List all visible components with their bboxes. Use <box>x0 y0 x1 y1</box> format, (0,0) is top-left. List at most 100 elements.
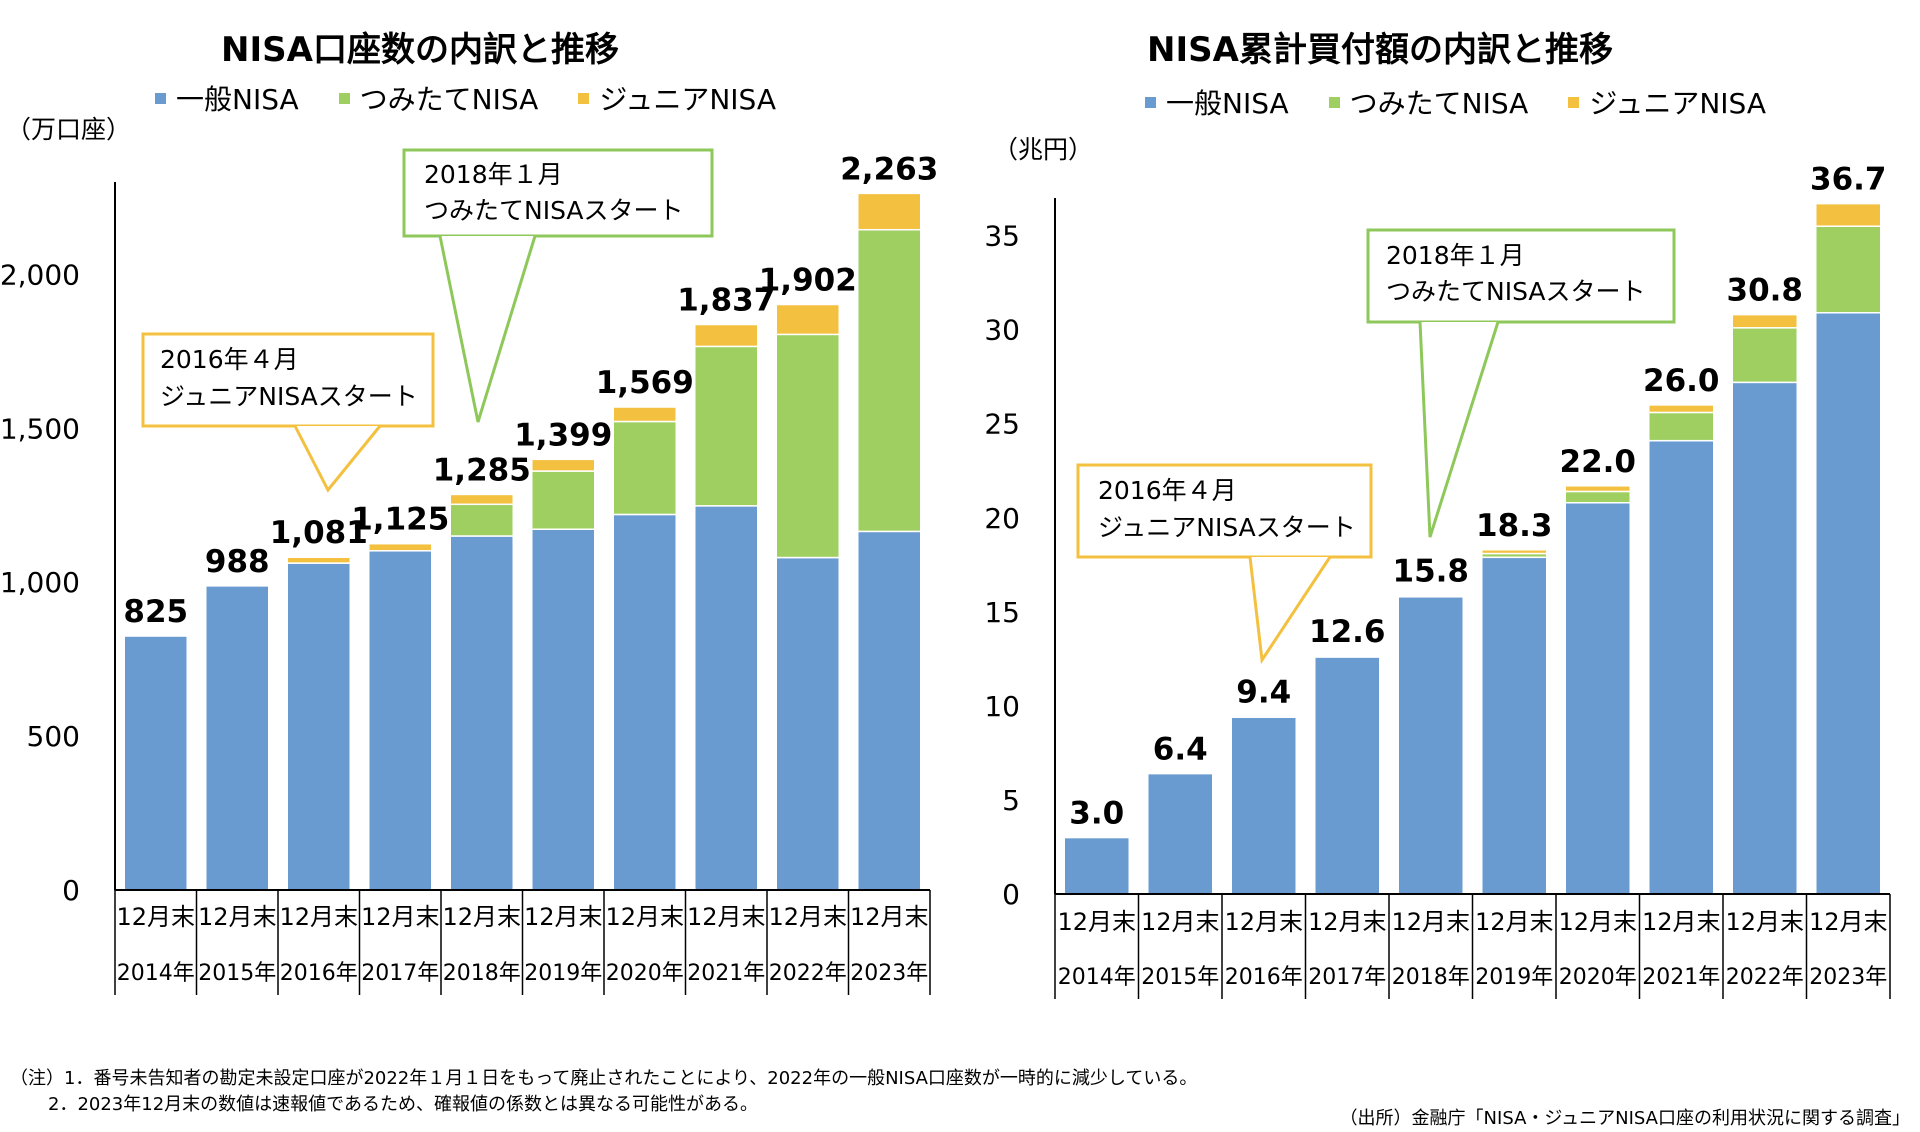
left-bar-ippan <box>368 550 433 891</box>
right-category-month: 12月末 <box>1224 908 1303 936</box>
left-total-label: 2,263 <box>840 151 938 187</box>
left-category-year: 2022年 <box>769 961 847 986</box>
legend-swatch-tsumitate <box>338 92 350 104</box>
right-total-label: 18.3 <box>1476 508 1553 544</box>
right-total-label: 12.6 <box>1309 614 1386 650</box>
legend-swatch-junior-right <box>1568 96 1580 108</box>
right-legend: 一般NISA つみたてNISA ジュニアNISA <box>1145 82 1806 122</box>
left-y-tick-label: 500 <box>27 720 80 753</box>
right-total-label: 15.8 <box>1393 553 1470 589</box>
right-category-month: 12月末 <box>1809 908 1888 936</box>
left-category-month: 12月末 <box>361 903 440 931</box>
right-bar-ippan <box>1481 556 1548 895</box>
right-category-year: 2022年 <box>1726 965 1804 990</box>
left-category-month: 12月末 <box>116 903 195 931</box>
right-bar-ippan <box>1731 381 1798 895</box>
left-total-label: 825 <box>123 594 188 630</box>
right-category-month: 12月末 <box>1558 908 1637 936</box>
right-bar-junior <box>1230 715 1297 718</box>
right-chart-title: NISA累計買付額の内訳と推移 <box>1147 30 1613 70</box>
legend-item-ippan: 一般NISA <box>155 78 299 118</box>
right-total-label: 6.4 <box>1153 732 1208 768</box>
left-bar-ippan <box>612 513 677 891</box>
right-category-year: 2023年 <box>1809 965 1887 990</box>
left-bar-ippan <box>775 556 840 891</box>
left-bar-ippan <box>449 535 514 891</box>
left-bar-junior <box>531 458 596 472</box>
left-category-year: 2014年 <box>117 961 195 986</box>
left-category-year: 2023年 <box>850 961 928 986</box>
right-category-year: 2020年 <box>1559 965 1637 990</box>
legend-swatch-junior <box>578 92 590 104</box>
left-category-month: 12月末 <box>850 903 929 931</box>
right-category-month: 12月末 <box>1391 908 1470 936</box>
right-bar-ippan <box>1815 311 1882 895</box>
left-category-year: 2016年 <box>280 961 358 986</box>
right-total-label: 9.4 <box>1236 674 1291 710</box>
left-category-month: 12月末 <box>524 903 603 931</box>
left-bar-tsumitate <box>531 470 596 530</box>
legend-swatch-ippan-right <box>1145 96 1156 108</box>
left-bar-ippan <box>694 505 759 891</box>
right-y-tick-label: 35 <box>984 220 1020 253</box>
left-legend: 一般NISA つみたてNISA ジュニアNISA <box>155 78 816 118</box>
left-bar-junior <box>775 303 840 336</box>
left-category-month: 12月末 <box>279 903 358 931</box>
right-bar-ippan <box>1063 836 1130 895</box>
right-bar-ippan <box>1648 439 1715 895</box>
right-callout-box <box>1366 228 1676 324</box>
left-total-label: 1,285 <box>433 452 531 488</box>
right-callout-date: 2016年４月 <box>1098 476 1237 505</box>
left-category-month: 12月末 <box>198 903 277 931</box>
right-bar-ippan <box>1564 501 1631 895</box>
left-category-year: 2020年 <box>606 961 684 986</box>
right-bar-junior <box>1481 549 1548 555</box>
source-note: （出所）金融庁「NISA・ジュニアNISA口座の利用状況に関する調査」 <box>1339 1108 1910 1129</box>
legend-label-junior: ジュニアNISA <box>599 83 777 116</box>
right-bar-junior <box>1648 404 1715 414</box>
right-bar-junior <box>1731 313 1798 329</box>
left-total-label: 1,125 <box>351 502 449 538</box>
right-bar-tsumitate <box>1731 327 1798 384</box>
left-callout-box <box>402 148 714 238</box>
right-bar-ippan <box>1230 716 1297 895</box>
left-callout-text: つみたてNISAスタート <box>424 196 684 225</box>
legend-label-ippan: 一般NISA <box>176 83 299 116</box>
left-bar-junior <box>368 542 433 552</box>
left-callout-date: 2016年４月 <box>160 345 299 374</box>
left-bar-ippan <box>205 585 270 891</box>
right-callout-date: 2018年１月 <box>1386 241 1525 270</box>
right-callout-box <box>1076 463 1373 559</box>
legend-item-tsumitate-right: つみたてNISA <box>1328 82 1528 122</box>
right-y-tick-label: 15 <box>984 596 1020 629</box>
right-bar-tsumitate <box>1815 225 1882 314</box>
legend-item-tsumitate: つみたてNISA <box>338 78 538 118</box>
right-callout-pointer <box>1248 556 1332 665</box>
right-bar-junior <box>1564 485 1631 493</box>
right-category-month: 12月末 <box>1057 908 1136 936</box>
right-category-month: 12月末 <box>1725 908 1804 936</box>
right-bar-tsumitate <box>1564 490 1631 504</box>
left-total-label: 1,081 <box>270 515 368 551</box>
left-category-year: 2015年 <box>198 961 276 986</box>
left-bar-junior <box>449 493 514 506</box>
left-total-label: 1,569 <box>596 365 694 401</box>
left-bar-tsumitate <box>694 345 759 507</box>
left-total-label: 1,399 <box>514 417 612 453</box>
right-category-year: 2015年 <box>1141 965 1219 990</box>
left-bar-ippan <box>286 562 351 891</box>
right-total-label: 22.0 <box>1560 444 1637 480</box>
right-bar-junior <box>1397 594 1464 598</box>
right-category-year: 2014年 <box>1058 965 1136 990</box>
right-category-month: 12月末 <box>1308 908 1387 936</box>
left-bar-tsumitate <box>857 228 922 533</box>
left-y-tick-label: 0 <box>62 874 80 907</box>
right-total-label: 30.8 <box>1727 273 1804 309</box>
right-category-year: 2017年 <box>1308 965 1386 990</box>
right-bar-junior <box>1314 655 1381 658</box>
right-y-axis-unit: （兆円） <box>993 135 1094 164</box>
left-category-year: 2017年 <box>361 961 439 986</box>
left-bar-ippan <box>123 635 188 891</box>
left-y-tick-label: 1,000 <box>0 566 80 599</box>
